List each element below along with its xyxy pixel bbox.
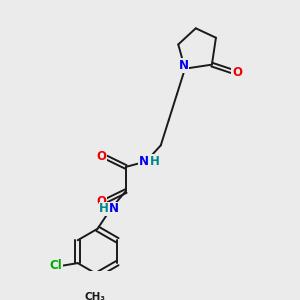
Text: Cl: Cl [50, 259, 63, 272]
Text: H: H [99, 202, 109, 215]
Text: O: O [97, 195, 106, 208]
Text: O: O [97, 150, 106, 163]
Text: N: N [139, 155, 149, 168]
Text: N: N [178, 59, 189, 72]
Text: CH₃: CH₃ [84, 292, 105, 300]
Text: N: N [109, 202, 119, 215]
Text: H: H [150, 155, 160, 168]
Text: O: O [232, 66, 242, 79]
